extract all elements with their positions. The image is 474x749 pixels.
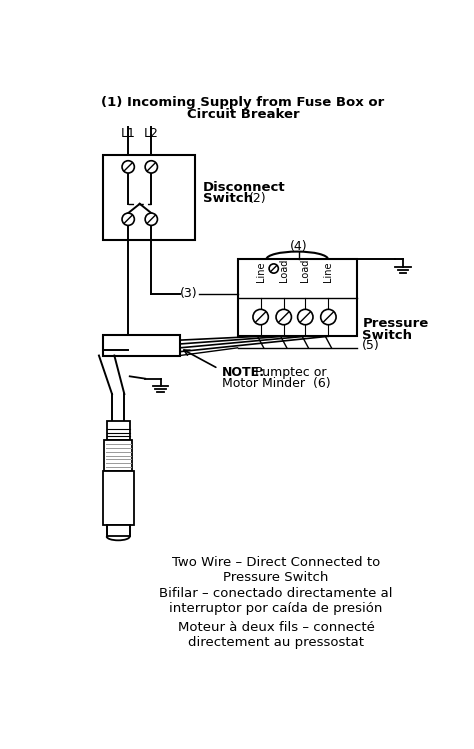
Bar xyxy=(103,471,134,525)
Text: Load: Load xyxy=(279,259,289,282)
Text: (2): (2) xyxy=(249,192,267,205)
Circle shape xyxy=(276,309,292,325)
Text: (1) Incoming Supply from Fuse Box or: (1) Incoming Supply from Fuse Box or xyxy=(101,96,384,109)
Text: Line: Line xyxy=(323,262,333,282)
Text: L1: L1 xyxy=(121,127,136,140)
Text: Line: Line xyxy=(255,262,265,282)
Text: (5): (5) xyxy=(362,339,380,352)
Circle shape xyxy=(253,309,268,325)
Text: Circuit Breaker: Circuit Breaker xyxy=(187,108,299,121)
Text: Bifilar – conectado directamente al
interruptor por caída de presión: Bifilar – conectado directamente al inte… xyxy=(159,586,393,614)
Text: Disconnect: Disconnect xyxy=(203,181,285,194)
Text: Moteur à deux fils – connecté
directement au pressostat: Moteur à deux fils – connecté directemen… xyxy=(178,621,374,649)
Text: (3): (3) xyxy=(180,288,198,300)
Text: Two Wire – Direct Connected to
Pressure Switch: Two Wire – Direct Connected to Pressure … xyxy=(172,556,380,583)
Bar xyxy=(103,155,195,240)
Circle shape xyxy=(321,309,336,325)
Bar xyxy=(103,335,180,356)
Circle shape xyxy=(298,309,313,325)
Bar xyxy=(104,440,132,471)
Text: (4): (4) xyxy=(290,240,308,253)
Text: Pressure: Pressure xyxy=(362,317,428,330)
Bar xyxy=(107,421,130,440)
Circle shape xyxy=(122,161,134,173)
Text: Pumptec or: Pumptec or xyxy=(251,366,327,378)
Text: Motor Minder  (6): Motor Minder (6) xyxy=(222,377,331,390)
Bar xyxy=(237,259,357,336)
Text: Switch: Switch xyxy=(362,329,412,342)
Text: Switch: Switch xyxy=(203,192,253,205)
Text: Load: Load xyxy=(301,259,310,282)
Circle shape xyxy=(269,264,278,273)
Circle shape xyxy=(122,213,134,225)
Text: L2: L2 xyxy=(144,127,159,140)
Bar xyxy=(107,525,130,536)
Text: NOTE:: NOTE: xyxy=(222,366,265,378)
Circle shape xyxy=(145,213,157,225)
Circle shape xyxy=(145,161,157,173)
